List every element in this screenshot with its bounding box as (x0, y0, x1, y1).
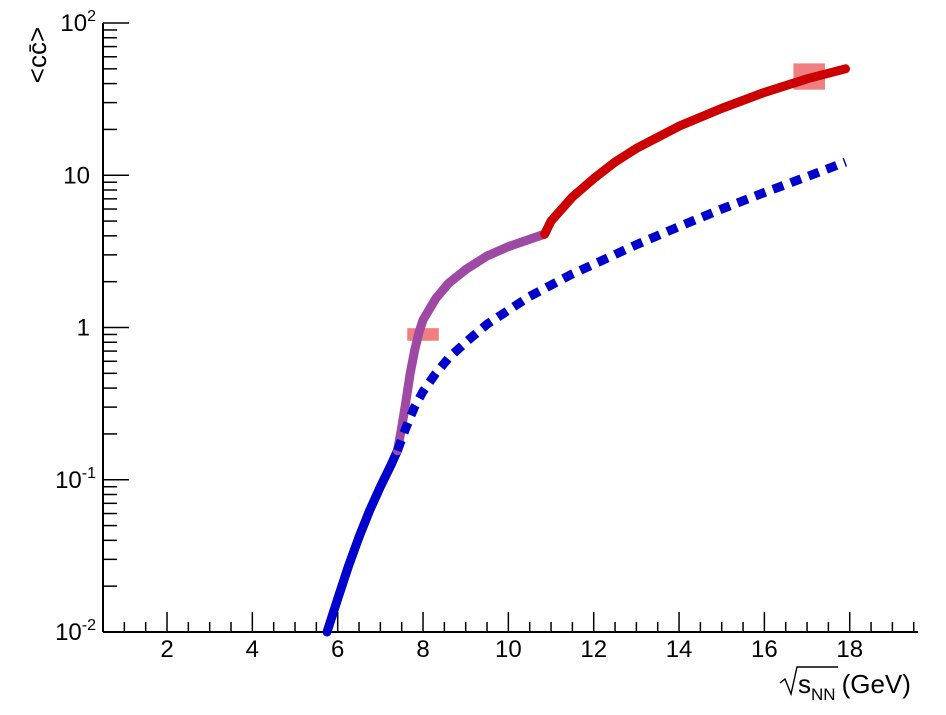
y-tick-label: 1 (77, 315, 90, 342)
x-tick-label: 4 (246, 636, 259, 663)
y-tick-label: 10 (63, 162, 90, 189)
series-line-2 (392, 229, 550, 456)
series-line-1 (322, 446, 402, 637)
x-tick-label: 6 (331, 636, 344, 663)
x-tick-label: 2 (160, 636, 173, 663)
y-tick-label: 102 (60, 8, 96, 37)
y-tick-label: 10-1 (55, 465, 96, 494)
sqrt-icon (779, 666, 838, 697)
y-tick-label: 10-2 (55, 617, 96, 646)
x-tick-label: 8 (416, 636, 429, 663)
x-tick-label: 10 (495, 636, 522, 663)
x-tick-label: 12 (580, 636, 607, 663)
x-tick-label: 16 (751, 636, 778, 663)
y-axis-title: <cc̄> (22, 27, 52, 83)
x-tick-label: 14 (666, 636, 693, 663)
x-axis-title: sNN (GeV) (798, 669, 911, 704)
x-tick-label: 18 (836, 636, 863, 663)
series-line-3 (540, 64, 850, 239)
series-line-4 (393, 157, 848, 453)
